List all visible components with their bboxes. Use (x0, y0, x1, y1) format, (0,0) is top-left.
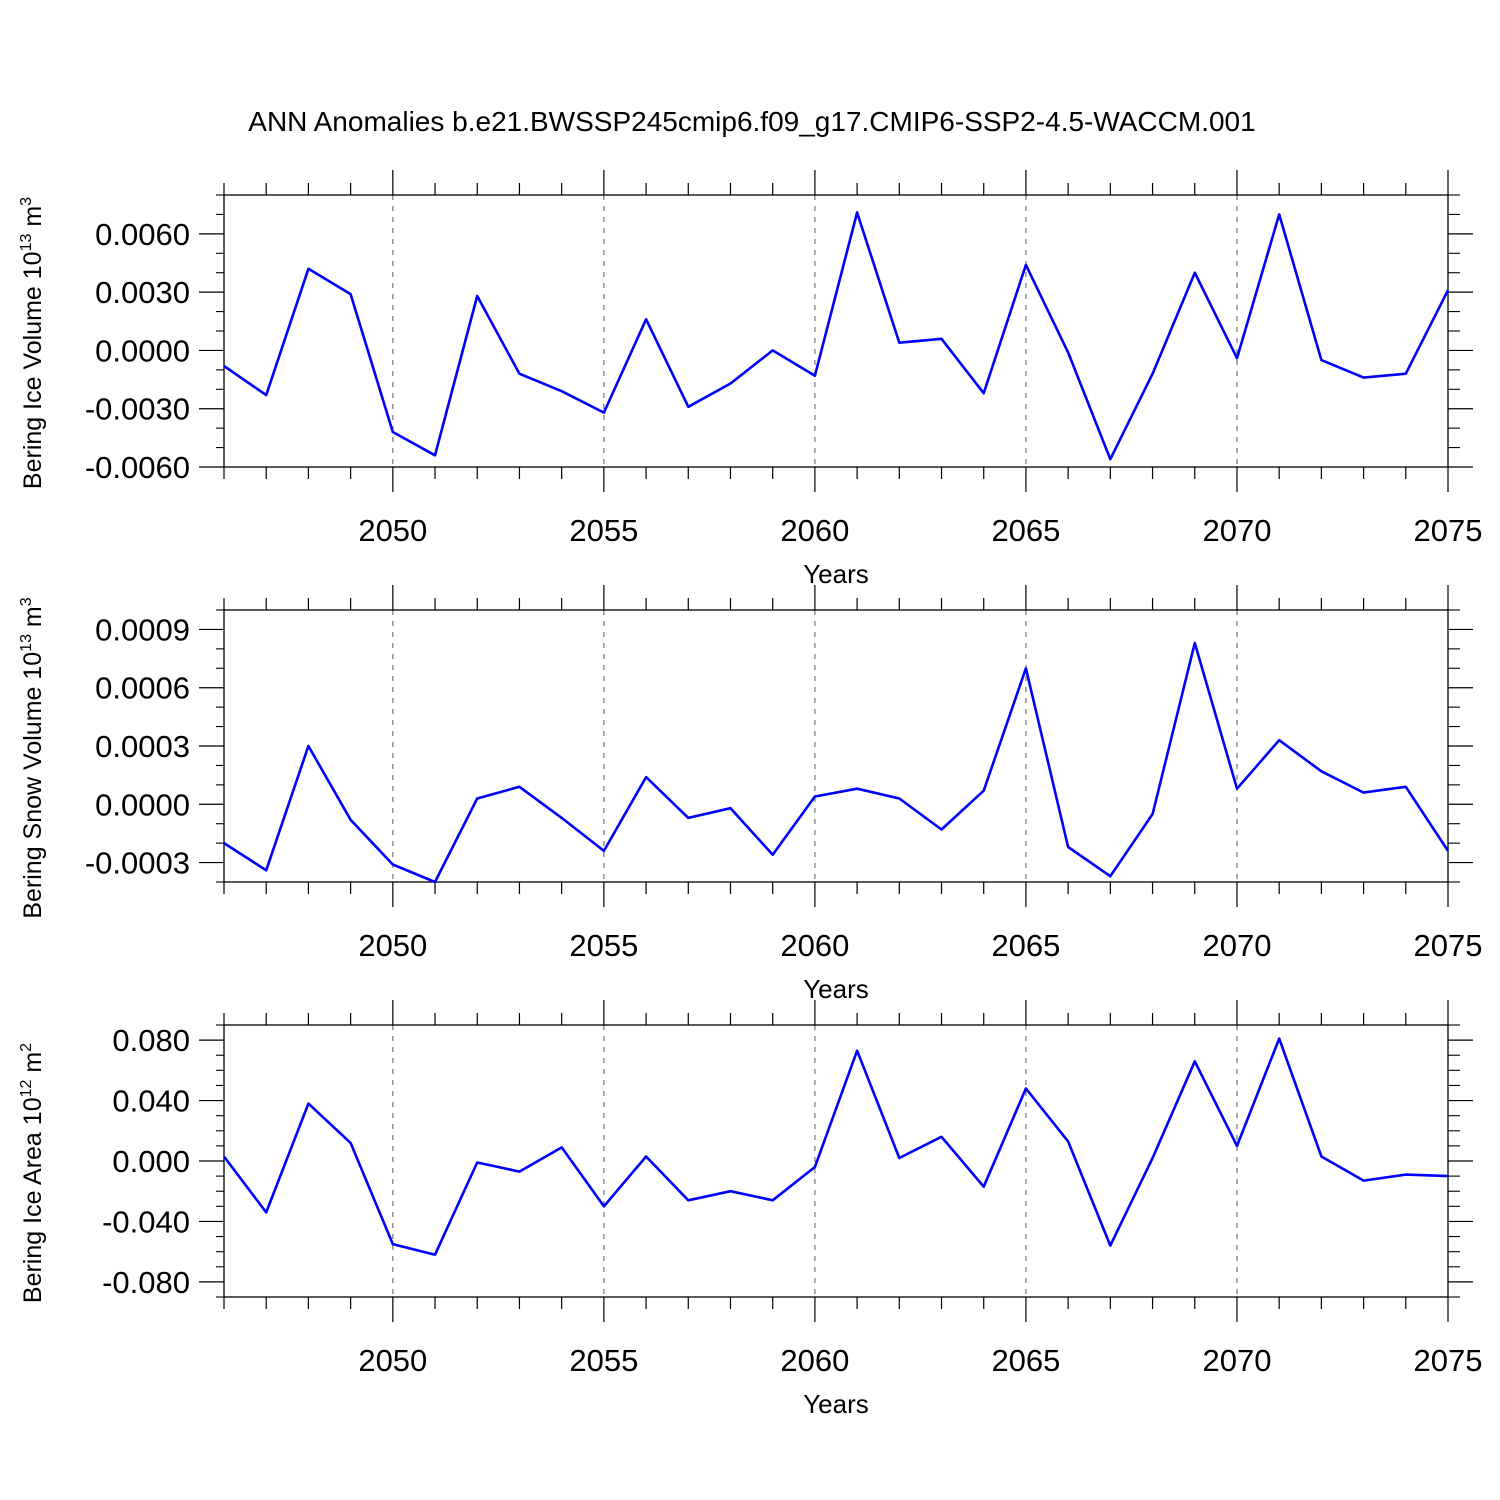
y-tick-label: 0.0000 (95, 787, 190, 822)
y-tick-label: -0.0060 (85, 450, 190, 485)
x-axis-label: Years (803, 974, 869, 1004)
x-axis-label: Years (803, 1389, 869, 1419)
y-tick-label: 0.0006 (95, 671, 190, 706)
x-tick-label: 2075 (1414, 513, 1483, 548)
plot-frame (223, 1024, 1449, 1298)
y-tick-label: 0.000 (112, 1144, 190, 1179)
x-tick-label: 2070 (1202, 928, 1271, 963)
x-tick-label: 2065 (991, 1343, 1060, 1378)
x-tick-label: 2050 (358, 928, 427, 963)
y-tick-label: 0.0030 (95, 275, 190, 310)
x-tick-label: 2050 (358, 1343, 427, 1378)
y-tick-label: 0.0009 (95, 612, 190, 647)
x-tick-label: 2055 (569, 928, 638, 963)
x-tick-label: 2060 (780, 928, 849, 963)
chart-title: ANN Anomalies b.e21.BWSSP245cmip6.f09_g1… (248, 106, 1255, 137)
y-tick-label: -0.040 (102, 1204, 190, 1239)
x-tick-label: 2050 (358, 513, 427, 548)
x-tick-label: 2065 (991, 928, 1060, 963)
x-tick-label: 2055 (569, 513, 638, 548)
y-tick-label: -0.080 (102, 1265, 190, 1300)
series-line (223, 641, 1450, 884)
y-tick-label: 0.0000 (95, 333, 190, 368)
plot-frame (223, 194, 1449, 468)
x-tick-label: 2075 (1414, 928, 1483, 963)
x-tick-label: 2070 (1202, 513, 1271, 548)
y-tick-label: -0.0030 (85, 392, 190, 427)
x-tick-label: 2075 (1414, 1343, 1483, 1378)
y-axis-label: Bering Snow Volume 1013 m3 (18, 597, 47, 918)
y-tick-label: -0.0003 (85, 846, 190, 881)
y-tick-label: 0.0060 (95, 217, 190, 252)
plot-frame (223, 609, 1449, 883)
y-tick-label: 0.040 (112, 1084, 190, 1119)
series-line (223, 211, 1450, 461)
x-tick-label: 2070 (1202, 1343, 1271, 1378)
panel-1: -0.0060 -0.0030 0.0000 0.0030 0.0060 2050 2055… (18, 170, 1482, 589)
x-tick-label: 2065 (991, 513, 1060, 548)
panel-3: -0.080 -0.040 0.000 0.040 0.080 2050 2055 2060 2… (18, 1000, 1482, 1419)
y-tick-label: 0.080 (112, 1023, 190, 1058)
x-tick-label: 2055 (569, 1343, 638, 1378)
series-line (222, 1037, 1449, 1256)
y-tick-label: 0.0003 (95, 729, 190, 764)
y-axis-label: Bering Ice Volume 1013 m3 (18, 197, 47, 489)
y-axis-label: Bering Ice Area 1012 m2 (18, 1043, 47, 1303)
x-tick-label: 2060 (780, 1343, 849, 1378)
x-axis-label: Years (803, 559, 869, 589)
panel-2: -0.0003 0.0000 0.0003 0.0006 0.0009 2050 2055 2… (18, 585, 1482, 1004)
x-tick-label: 2060 (780, 513, 849, 548)
panels: -0.0060 -0.0030 0.0000 0.0030 0.0060 2050 2055… (18, 170, 1482, 1419)
